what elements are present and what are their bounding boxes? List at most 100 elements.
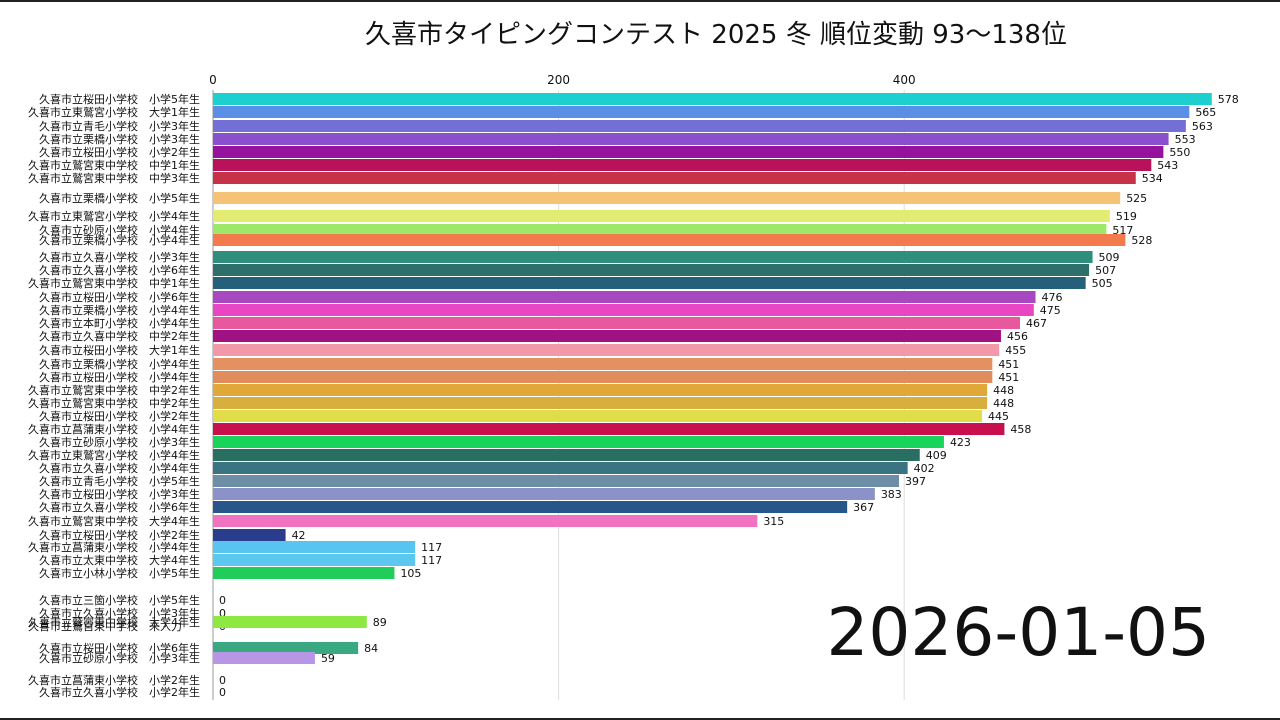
bar xyxy=(213,567,395,579)
category-grade-label: 中学2年生 xyxy=(149,383,200,397)
value-label: 458 xyxy=(1010,423,1031,436)
value-label: 509 xyxy=(1099,251,1120,264)
x-tick-label: 0 xyxy=(209,73,217,87)
category-school-label: 久喜市立菖蒲東小学校 xyxy=(28,422,138,436)
category-grade-label: 小学3年生 xyxy=(149,435,200,449)
bar xyxy=(213,210,1110,222)
bar xyxy=(213,344,1000,356)
value-label: 534 xyxy=(1142,172,1163,185)
category-school-label: 久喜市立栗橋小学校 xyxy=(39,233,138,247)
category-school-label: 久喜市立本町小学校 xyxy=(39,316,138,330)
value-label: 517 xyxy=(1112,224,1133,237)
bar xyxy=(213,120,1186,132)
category-school-label: 久喜市立栗橋小学校 xyxy=(39,132,138,146)
category-school-label: 久喜市立久喜小学校 xyxy=(39,685,138,699)
x-tick-label: 400 xyxy=(893,73,916,87)
category-grade-label: 小学3年生 xyxy=(149,132,200,146)
bar xyxy=(213,224,1107,236)
value-label: 578 xyxy=(1218,93,1239,106)
category-grade-label: 大学1年生 xyxy=(149,105,200,119)
value-label: 397 xyxy=(905,475,926,488)
bar xyxy=(213,317,1020,329)
category-grade-label: 小学6年生 xyxy=(149,500,200,514)
value-label: 402 xyxy=(914,462,935,475)
category-school-label: 久喜市立桜田小学校 xyxy=(39,409,138,423)
value-label: 451 xyxy=(998,371,1019,384)
category-grade-label: 小学2年生 xyxy=(149,673,200,687)
category-school-label: 久喜市立桜田小学校 xyxy=(39,528,138,542)
category-grade-label: 小学6年生 xyxy=(149,641,200,655)
value-label: 383 xyxy=(881,488,902,501)
bar xyxy=(213,251,1093,263)
category-school-label: 久喜市立三箇小学校 xyxy=(39,593,138,607)
category-school-label: 久喜市立桜田小学校 xyxy=(39,290,138,304)
category-grade-label: 小学2年生 xyxy=(149,409,200,423)
value-label: 543 xyxy=(1157,159,1178,172)
category-school-label: 久喜市立砂原小学校 xyxy=(39,651,138,665)
category-grade-label: 小学2年生 xyxy=(149,685,200,699)
value-label: 315 xyxy=(763,515,784,528)
category-grade-label: 大学1年生 xyxy=(149,343,200,357)
x-tick-label: 200 xyxy=(547,73,570,87)
value-label: 455 xyxy=(1005,344,1026,357)
bar xyxy=(213,106,1190,118)
category-school-label: 久喜市立桜田小学校 xyxy=(39,641,138,655)
value-label: 528 xyxy=(1131,234,1152,247)
bar xyxy=(213,159,1152,171)
value-label: 0 xyxy=(219,594,226,607)
category-grade-label: 小学4年生 xyxy=(149,461,200,475)
bar xyxy=(213,642,359,654)
category-school-label: 久喜市立鷲宮東中学校 xyxy=(28,396,138,410)
category-grade-label: 中学3年生 xyxy=(149,171,200,185)
category-school-label: 久喜市立久喜小学校 xyxy=(39,500,138,514)
value-label: 448 xyxy=(993,384,1014,397)
bar xyxy=(213,488,875,500)
category-school-label: 久喜市立鷲宮東中学校 xyxy=(28,276,138,290)
category-grade-label: 小学4年生 xyxy=(149,209,200,223)
category-school-label: 久喜市立東鷲宮小学校 xyxy=(28,105,138,119)
category-grade-label: 大学4年生 xyxy=(149,615,200,629)
category-school-label: 久喜市立桜田小学校 xyxy=(39,145,138,159)
category-school-label: 久喜市立久喜小学校 xyxy=(39,250,138,264)
bar xyxy=(213,234,1126,246)
value-label: 550 xyxy=(1169,146,1190,159)
category-school-label: 久喜市立鷲宮東中学校 xyxy=(28,619,138,633)
category-school-label: 久喜市立菖蒲東小学校 xyxy=(28,540,138,554)
bar xyxy=(213,277,1086,289)
bar xyxy=(213,616,367,628)
date-stamp: 2026-01-05 xyxy=(826,594,1210,671)
category-school-label: 久喜市立東鷲宮小学校 xyxy=(28,209,138,223)
value-label: 565 xyxy=(1195,106,1216,119)
bar xyxy=(213,146,1164,158)
category-school-label: 久喜市立桜田小学校 xyxy=(39,487,138,501)
category-grade-label: 小学4年生 xyxy=(149,303,200,317)
bar xyxy=(213,397,988,409)
category-school-label: 久喜市立東鷲宮小学校 xyxy=(28,448,138,462)
category-grade-label: 大学4年生 xyxy=(149,514,200,528)
category-grade-label: 小学2年生 xyxy=(149,528,200,542)
category-grade-label: 未入力 xyxy=(149,620,182,633)
category-school-label: 久喜市立太東中学校 xyxy=(39,553,138,567)
category-grade-label: 中学2年生 xyxy=(149,396,200,410)
category-school-label: 久喜市立鷲宮東中学校 xyxy=(28,615,138,629)
bar xyxy=(213,449,920,461)
value-label: 105 xyxy=(400,567,421,580)
value-label: 423 xyxy=(950,436,971,449)
bar xyxy=(213,192,1121,204)
category-grade-label: 小学4年生 xyxy=(149,223,200,237)
bar xyxy=(213,304,1034,316)
category-grade-label: 小学3年生 xyxy=(149,250,200,264)
bar xyxy=(213,554,416,566)
value-label: 409 xyxy=(926,449,947,462)
value-label: 0 xyxy=(219,686,226,699)
bar xyxy=(213,410,982,422)
value-label: 59 xyxy=(321,652,335,665)
bar xyxy=(213,264,1090,276)
value-label: 367 xyxy=(853,501,874,514)
value-label: 563 xyxy=(1192,120,1213,133)
value-label: 0 xyxy=(219,674,226,687)
value-label: 117 xyxy=(421,554,442,567)
category-grade-label: 小学5年生 xyxy=(149,474,200,488)
value-label: 475 xyxy=(1040,304,1061,317)
